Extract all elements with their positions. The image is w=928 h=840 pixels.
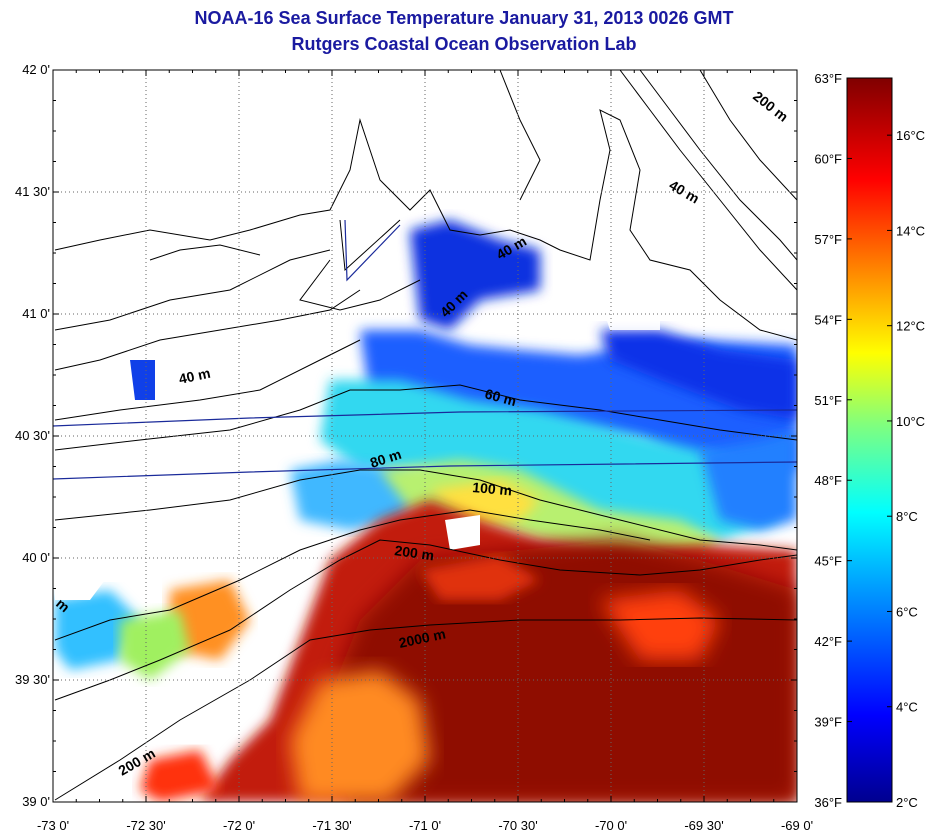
- transect-lines: [52, 219, 798, 480]
- colorbar-f-label: 42°F: [814, 634, 842, 649]
- colorbar-f-label: 54°F: [814, 312, 842, 327]
- coastline-contours: [54, 70, 797, 801]
- colorbar-f-label: 60°F: [814, 151, 842, 166]
- isobath-label: 60 m: [483, 385, 518, 409]
- map-gridlines: [53, 70, 797, 802]
- colorbar-f-label: 48°F: [814, 473, 842, 488]
- colorbar-ticks: 63°F 60°F 57°F 54°F 51°F 48°F 45°F 42°F 39°F 36°F…: [814, 71, 925, 810]
- lon-tick-label: -71 0': [409, 818, 441, 833]
- isobath-label: 200 m: [394, 542, 436, 563]
- colorbar-c-label: 16°C: [896, 128, 925, 143]
- colorbar-c-label: 12°C: [896, 319, 925, 334]
- lon-tick-label: -69 0': [781, 818, 813, 833]
- lon-tick-label: -71 30': [312, 818, 351, 833]
- lon-tick-label: -70 0': [595, 818, 627, 833]
- colorbar-c-label: 8°C: [896, 509, 918, 524]
- colorbar-f-label: 51°F: [814, 393, 842, 408]
- axis-ticks: 42 0' 41 30' 41 0' 40 30' 40 0' 39 30' 39 0' -7…: [15, 62, 813, 833]
- lat-tick-label: 40 30': [15, 428, 50, 443]
- colorbar-c-label: 14°C: [896, 223, 925, 238]
- chart-title: NOAA-16 Sea Surface Temperature January …: [194, 8, 734, 28]
- lat-tick-label: 39 30': [15, 672, 50, 687]
- chart-subtitle: Rutgers Coastal Ocean Observation Lab: [291, 34, 637, 54]
- lat-tick-label: 42 0': [22, 62, 50, 77]
- colorbar-f-label: 57°F: [814, 232, 842, 247]
- colorbar-c-label: 2°C: [896, 795, 918, 810]
- lon-tick-label: -73 0': [37, 818, 69, 833]
- colorbar-c-label: 4°C: [896, 700, 918, 715]
- lat-tick-label: 39 0': [22, 794, 50, 809]
- lon-tick-label: -72 0': [223, 818, 255, 833]
- colorbar-f-label: 45°F: [814, 554, 842, 569]
- lat-tick-label: 40 0': [22, 550, 50, 565]
- lon-tick-label: -70 30': [498, 818, 537, 833]
- lon-tick-label: -72 30': [126, 818, 165, 833]
- lon-tick-label: -69 30': [684, 818, 723, 833]
- colorbar-c-label: 10°C: [896, 414, 925, 429]
- colorbar-f-label: 36°F: [814, 795, 842, 810]
- isobath-label: 100 m: [472, 479, 513, 498]
- lat-tick-label: 41 30': [15, 184, 50, 199]
- sst-imagery: [55, 220, 797, 802]
- colorbar-f-label: 39°F: [814, 715, 842, 730]
- colorbar-f-label: 63°F: [814, 71, 842, 86]
- colorbar: [846, 77, 893, 803]
- isobath-label: 40 m: [177, 365, 212, 387]
- colorbar-c-label: 6°C: [896, 604, 918, 619]
- lat-tick-label: 41 0': [22, 306, 50, 321]
